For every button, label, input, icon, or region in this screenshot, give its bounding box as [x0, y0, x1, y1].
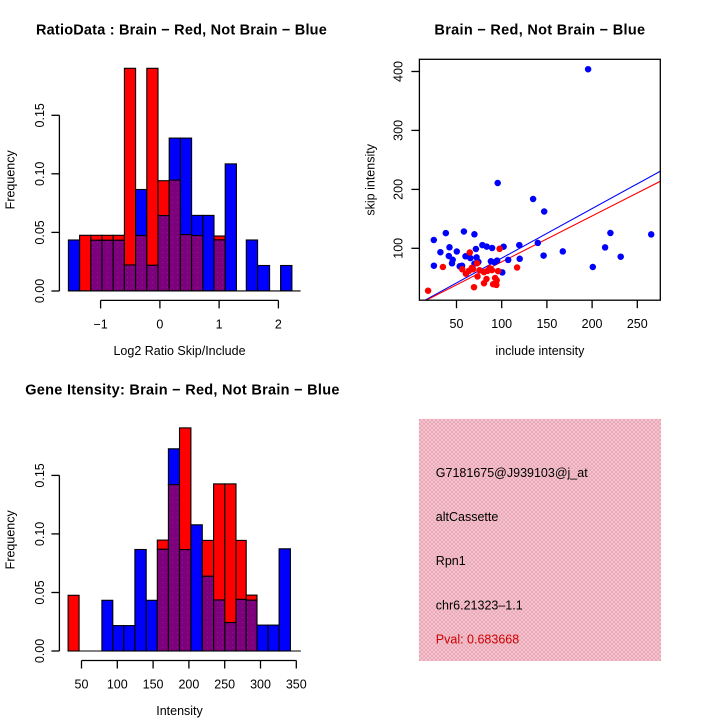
- svg-text:1: 1: [216, 317, 223, 331]
- svg-text:Gene Itensity: Brain − Red, No: Gene Itensity: Brain − Red, Not Brain − …: [25, 383, 339, 399]
- svg-text:300: 300: [392, 120, 406, 141]
- svg-text:0.10: 0.10: [33, 162, 47, 186]
- svg-text:Frequency: Frequency: [3, 510, 17, 570]
- svg-text:Brain − Red, Not Brain − Blue: Brain − Red, Not Brain − Blue: [434, 23, 645, 39]
- svg-text:Frequency: Frequency: [3, 150, 17, 210]
- svg-text:0.00: 0.00: [33, 639, 47, 663]
- svg-text:100: 100: [491, 317, 512, 331]
- svg-text:0.10: 0.10: [33, 522, 47, 546]
- svg-text:200: 200: [178, 677, 199, 691]
- svg-text:250: 250: [214, 677, 235, 691]
- svg-text:0.05: 0.05: [33, 580, 47, 604]
- svg-text:250: 250: [627, 317, 648, 331]
- svg-text:RatioData : Brain − Red, Not B: RatioData : Brain − Red, Not Brain − Blu…: [36, 23, 327, 39]
- svg-text:Rpn1: Rpn1: [436, 554, 466, 568]
- svg-text:50: 50: [450, 317, 464, 331]
- svg-text:0.00: 0.00: [33, 279, 47, 303]
- svg-text:350: 350: [286, 677, 307, 691]
- svg-text:Log2 Ratio Skip/Include: Log2 Ratio Skip/Include: [113, 344, 245, 358]
- svg-text:150: 150: [143, 677, 164, 691]
- svg-text:200: 200: [392, 179, 406, 200]
- svg-text:2: 2: [275, 317, 282, 331]
- svg-text:400: 400: [392, 61, 406, 82]
- svg-text:300: 300: [250, 677, 271, 691]
- svg-text:skip intensity: skip intensity: [364, 143, 378, 215]
- svg-text:0.15: 0.15: [33, 463, 47, 487]
- svg-text:include intensity: include intensity: [495, 344, 585, 358]
- svg-text:0.05: 0.05: [33, 220, 47, 244]
- svg-text:100: 100: [392, 238, 406, 259]
- svg-text:0: 0: [156, 317, 163, 331]
- svg-text:50: 50: [75, 677, 89, 691]
- svg-text:altCassette: altCassette: [436, 510, 499, 524]
- svg-text:Pval: 0.683668: Pval: 0.683668: [436, 633, 519, 647]
- svg-text:200: 200: [582, 317, 603, 331]
- svg-text:chr6.21323–1.1: chr6.21323–1.1: [436, 599, 523, 613]
- svg-text:−1: −1: [93, 317, 107, 331]
- svg-text:150: 150: [536, 317, 557, 331]
- svg-text:G7181675@J939103@j_at: G7181675@J939103@j_at: [436, 466, 588, 480]
- svg-text:0.15: 0.15: [33, 103, 47, 127]
- svg-text:Intensity: Intensity: [156, 704, 203, 718]
- svg-text:100: 100: [107, 677, 128, 691]
